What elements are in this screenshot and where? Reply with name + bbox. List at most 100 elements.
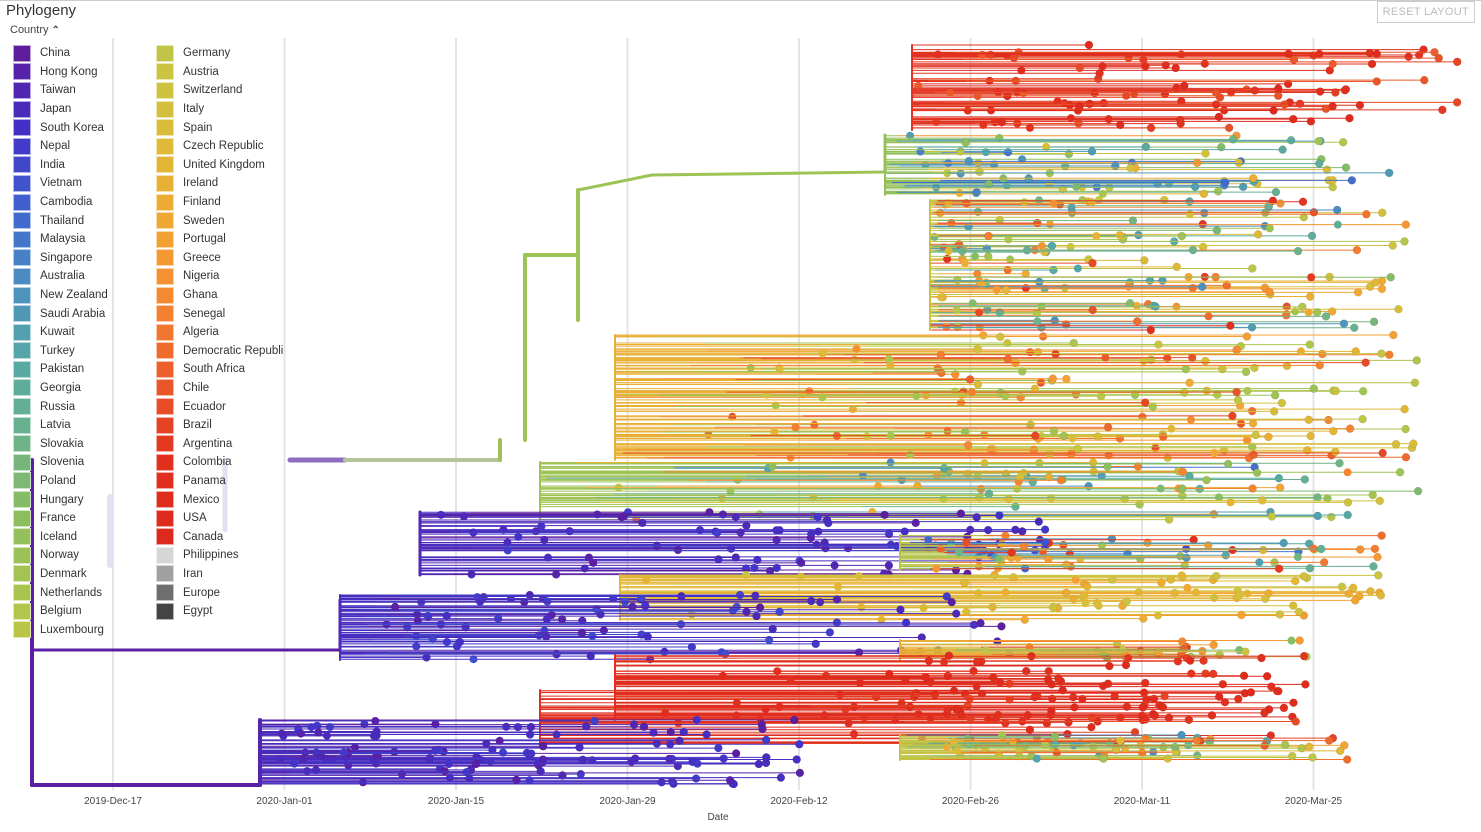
tip-node[interactable] <box>1313 493 1322 502</box>
reset-layout-button[interactable]: RESET LAYOUT <box>1376 1 1475 23</box>
tip-node[interactable] <box>1291 717 1301 726</box>
tip-node[interactable] <box>995 215 1005 225</box>
tip-node[interactable] <box>1044 675 1053 684</box>
tip-node[interactable] <box>1264 432 1273 442</box>
tip-node[interactable] <box>1452 98 1462 107</box>
tip-node[interactable] <box>764 635 774 645</box>
tip-node[interactable] <box>1313 308 1322 317</box>
tip-node[interactable] <box>832 595 842 604</box>
tip-node[interactable] <box>901 618 911 627</box>
tip-node[interactable] <box>830 561 839 570</box>
tip-node[interactable] <box>436 510 445 519</box>
tip-node[interactable] <box>1299 571 1309 581</box>
tip-node[interactable] <box>1331 447 1340 457</box>
tip-node[interactable] <box>1299 651 1309 661</box>
legend-item[interactable]: Switzerland <box>156 81 283 100</box>
tip-node[interactable] <box>746 363 755 372</box>
tip-node[interactable] <box>962 538 971 547</box>
tip-node[interactable] <box>1088 458 1098 467</box>
tip-node[interactable] <box>1237 610 1246 620</box>
tip-node[interactable] <box>1138 703 1148 712</box>
tip-node[interactable] <box>1062 560 1071 569</box>
tip-node[interactable] <box>641 601 650 610</box>
tip-node[interactable] <box>1192 158 1202 168</box>
tip-node[interactable] <box>1140 678 1150 688</box>
tip-node[interactable] <box>1368 490 1377 500</box>
tip-node[interactable] <box>937 368 946 378</box>
tip-node[interactable] <box>1213 187 1223 196</box>
tip-node[interactable] <box>1248 419 1258 428</box>
legend-item[interactable]: Canada <box>156 527 283 546</box>
tip-node[interactable] <box>854 572 863 581</box>
tip-node[interactable] <box>968 388 977 397</box>
tip-node[interactable] <box>960 259 969 268</box>
tip-node[interactable] <box>1140 398 1150 407</box>
tip-node[interactable] <box>1279 538 1288 548</box>
tip-node[interactable] <box>1176 115 1185 125</box>
tip-node[interactable] <box>1059 431 1069 441</box>
tip-node[interactable] <box>816 598 825 607</box>
tip-node[interactable] <box>952 705 961 714</box>
tip-node[interactable] <box>1401 220 1411 229</box>
tip-node[interactable] <box>924 535 933 544</box>
tip-node[interactable] <box>527 749 536 758</box>
tip-node[interactable] <box>1337 582 1347 592</box>
tip-node[interactable] <box>1063 729 1072 739</box>
tip-node[interactable] <box>954 548 963 557</box>
tip-node[interactable] <box>1372 49 1382 59</box>
tip-node[interactable] <box>886 540 896 550</box>
tip-node[interactable] <box>1066 449 1076 458</box>
tip-node[interactable] <box>720 649 730 659</box>
tip-node[interactable] <box>702 730 711 739</box>
tip-node[interactable] <box>1234 158 1244 167</box>
tip-node[interactable] <box>1222 281 1232 290</box>
tip-node[interactable] <box>942 743 951 752</box>
legend-item[interactable]: Philippines <box>156 546 283 565</box>
legend-item[interactable]: Colombia <box>156 453 283 472</box>
tip-node[interactable] <box>1128 216 1138 225</box>
tip-node[interactable] <box>538 742 548 751</box>
tip-node[interactable] <box>1017 527 1027 536</box>
tip-node[interactable] <box>482 739 491 748</box>
tip-node[interactable] <box>1332 205 1342 215</box>
legend-item[interactable]: Vietnam <box>13 174 108 193</box>
tip-node[interactable] <box>1315 361 1324 370</box>
tip-node[interactable] <box>1374 571 1383 580</box>
tip-node[interactable] <box>1308 753 1317 762</box>
legend-item[interactable]: Netherlands <box>13 583 108 602</box>
tip-node[interactable] <box>581 722 591 731</box>
tip-node[interactable] <box>984 252 993 261</box>
tip-node[interactable] <box>1328 59 1337 68</box>
tip-node[interactable] <box>964 156 974 166</box>
tip-node[interactable] <box>995 555 1004 564</box>
tip-node[interactable] <box>761 735 771 745</box>
tip-node[interactable] <box>1208 669 1218 679</box>
tip-node[interactable] <box>1293 553 1302 562</box>
tip-node[interactable] <box>1121 660 1131 670</box>
tip-node[interactable] <box>979 120 988 129</box>
tip-node[interactable] <box>1235 591 1244 600</box>
tip-node[interactable] <box>1115 231 1124 240</box>
tip-node[interactable] <box>1212 390 1222 399</box>
tip-node[interactable] <box>1141 733 1150 742</box>
tip-node[interactable] <box>1146 123 1156 133</box>
tip-node[interactable] <box>949 737 958 746</box>
legend-item[interactable]: South Korea <box>13 118 108 137</box>
tip-node[interactable] <box>1307 273 1316 282</box>
legend-item[interactable]: Kuwait <box>13 323 108 342</box>
tip-node[interactable] <box>937 293 946 302</box>
tip-node[interactable] <box>992 286 1001 295</box>
tip-node[interactable] <box>1251 430 1260 440</box>
legend-item[interactable]: Ecuador <box>156 397 283 416</box>
tip-node[interactable] <box>1338 137 1348 147</box>
tip-node[interactable] <box>371 716 380 725</box>
legend-toggle[interactable]: Country ⌃ <box>10 24 60 36</box>
tip-node[interactable] <box>557 615 567 624</box>
tip-node[interactable] <box>973 269 982 278</box>
tip-node[interactable] <box>1185 197 1194 206</box>
tip-node[interactable] <box>576 769 586 779</box>
tip-node[interactable] <box>1289 55 1299 64</box>
tip-node[interactable] <box>1270 391 1280 400</box>
tip-node[interactable] <box>1042 142 1051 151</box>
tip-node[interactable] <box>1375 496 1384 506</box>
